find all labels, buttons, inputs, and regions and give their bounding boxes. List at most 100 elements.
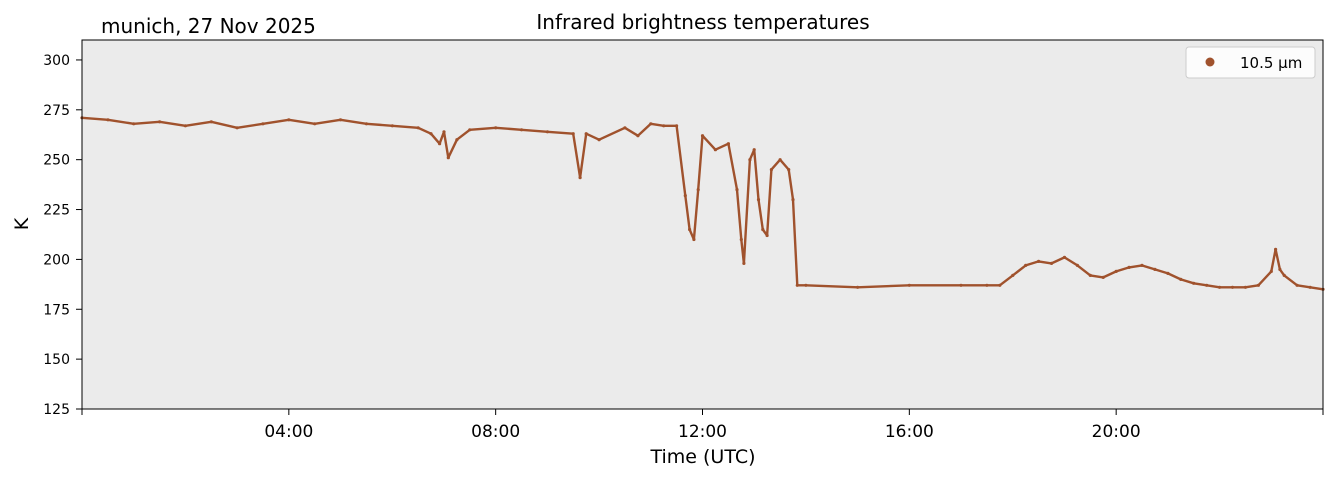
data-point bbox=[683, 194, 687, 198]
data-point bbox=[438, 142, 442, 146]
data-point bbox=[545, 130, 550, 134]
data-point bbox=[761, 227, 765, 232]
data-point bbox=[769, 168, 774, 172]
data-point bbox=[675, 124, 679, 128]
location-date-label: munich, 27 Nov 2025 bbox=[101, 14, 316, 38]
legend-box bbox=[1185, 46, 1316, 79]
data-point bbox=[183, 124, 187, 128]
data-point bbox=[494, 126, 498, 130]
data-point bbox=[1278, 267, 1282, 271]
legend-marker bbox=[1205, 57, 1215, 67]
data-point bbox=[1011, 273, 1015, 277]
data-point bbox=[756, 198, 761, 202]
data-point bbox=[1295, 283, 1299, 287]
y-axis: 125 150 175 200 225 250 275 300 bbox=[43, 53, 82, 418]
y-axis-label: K bbox=[11, 217, 33, 230]
data-point bbox=[390, 124, 394, 128]
data-point bbox=[696, 188, 700, 192]
chart-title: Infrared brightness temperatures bbox=[536, 10, 869, 34]
data-point bbox=[713, 148, 718, 152]
data-point bbox=[735, 188, 739, 192]
data-point bbox=[1049, 261, 1054, 265]
data-point bbox=[429, 132, 433, 136]
data-point bbox=[649, 122, 653, 126]
data-point bbox=[261, 122, 265, 126]
data-point bbox=[959, 283, 963, 287]
data-point bbox=[985, 283, 989, 287]
y-tick-label: 200 bbox=[43, 252, 70, 268]
data-point bbox=[787, 168, 791, 172]
y-tick-label: 225 bbox=[43, 203, 70, 219]
plot-area bbox=[82, 40, 1323, 409]
data-point bbox=[1166, 271, 1170, 275]
data-point bbox=[1230, 285, 1235, 289]
y-tick-label: 150 bbox=[43, 352, 70, 368]
data-point bbox=[742, 261, 746, 265]
data-point bbox=[1140, 263, 1144, 267]
data-point bbox=[739, 237, 743, 242]
data-point bbox=[106, 118, 110, 122]
x-tick-label: 08:00 bbox=[471, 422, 520, 442]
data-point bbox=[446, 156, 450, 160]
legend-entry-label: 10.5 µm bbox=[1240, 54, 1302, 72]
data-point bbox=[338, 118, 343, 122]
data-point bbox=[726, 142, 731, 146]
x-tick-label: 12:00 bbox=[678, 422, 727, 442]
x-tick-label: 20:00 bbox=[1092, 422, 1141, 442]
data-point bbox=[519, 128, 524, 132]
data-point bbox=[571, 132, 575, 136]
data-point bbox=[1062, 255, 1067, 259]
data-point bbox=[442, 130, 446, 134]
data-point bbox=[791, 198, 795, 202]
data-point bbox=[1114, 269, 1118, 273]
y-tick-label: 300 bbox=[43, 53, 70, 69]
data-point bbox=[1308, 285, 1312, 289]
data-point bbox=[1127, 265, 1131, 269]
x-tick-label: 04:00 bbox=[264, 422, 313, 442]
data-point bbox=[1088, 273, 1092, 277]
data-point bbox=[468, 128, 472, 132]
x-axis-label: Time (UTC) bbox=[649, 446, 755, 468]
data-point bbox=[209, 120, 213, 124]
data-point bbox=[1269, 269, 1273, 273]
data-point bbox=[856, 285, 860, 289]
data-point bbox=[748, 158, 752, 162]
data-point bbox=[623, 126, 627, 130]
data-point bbox=[998, 283, 1002, 287]
x-axis: 04:00 08:00 12:00 16:00 20:00 bbox=[81, 409, 1324, 442]
data-point bbox=[235, 126, 239, 130]
data-point bbox=[1024, 263, 1028, 267]
data-point bbox=[1205, 283, 1209, 287]
data-point bbox=[578, 176, 582, 180]
data-point bbox=[795, 283, 799, 287]
data-point bbox=[1274, 247, 1278, 251]
data-point bbox=[416, 126, 420, 130]
data-point bbox=[313, 122, 317, 126]
data-point bbox=[1153, 267, 1157, 271]
data-point bbox=[1282, 273, 1286, 277]
data-point bbox=[364, 122, 368, 126]
data-point bbox=[752, 148, 756, 152]
data-point bbox=[1243, 285, 1247, 289]
data-point bbox=[662, 124, 666, 128]
data-point bbox=[700, 134, 705, 138]
y-tick-label: 175 bbox=[43, 302, 70, 318]
data-point bbox=[1101, 275, 1105, 279]
series-layer bbox=[80, 116, 1325, 291]
data-point bbox=[1037, 259, 1041, 263]
data-point bbox=[132, 122, 136, 126]
data-point bbox=[636, 134, 640, 138]
data-point bbox=[455, 138, 459, 142]
data-point bbox=[1179, 277, 1183, 281]
data-point bbox=[597, 138, 601, 142]
y-tick-label: 275 bbox=[43, 103, 70, 119]
data-point bbox=[158, 120, 162, 124]
data-point bbox=[1192, 281, 1196, 285]
data-point bbox=[584, 132, 588, 136]
data-point bbox=[804, 283, 808, 287]
x-tick-label: 16:00 bbox=[885, 422, 934, 442]
data-point bbox=[778, 158, 782, 162]
legend: 10.5 µm bbox=[1185, 46, 1316, 79]
data-point bbox=[907, 283, 911, 287]
